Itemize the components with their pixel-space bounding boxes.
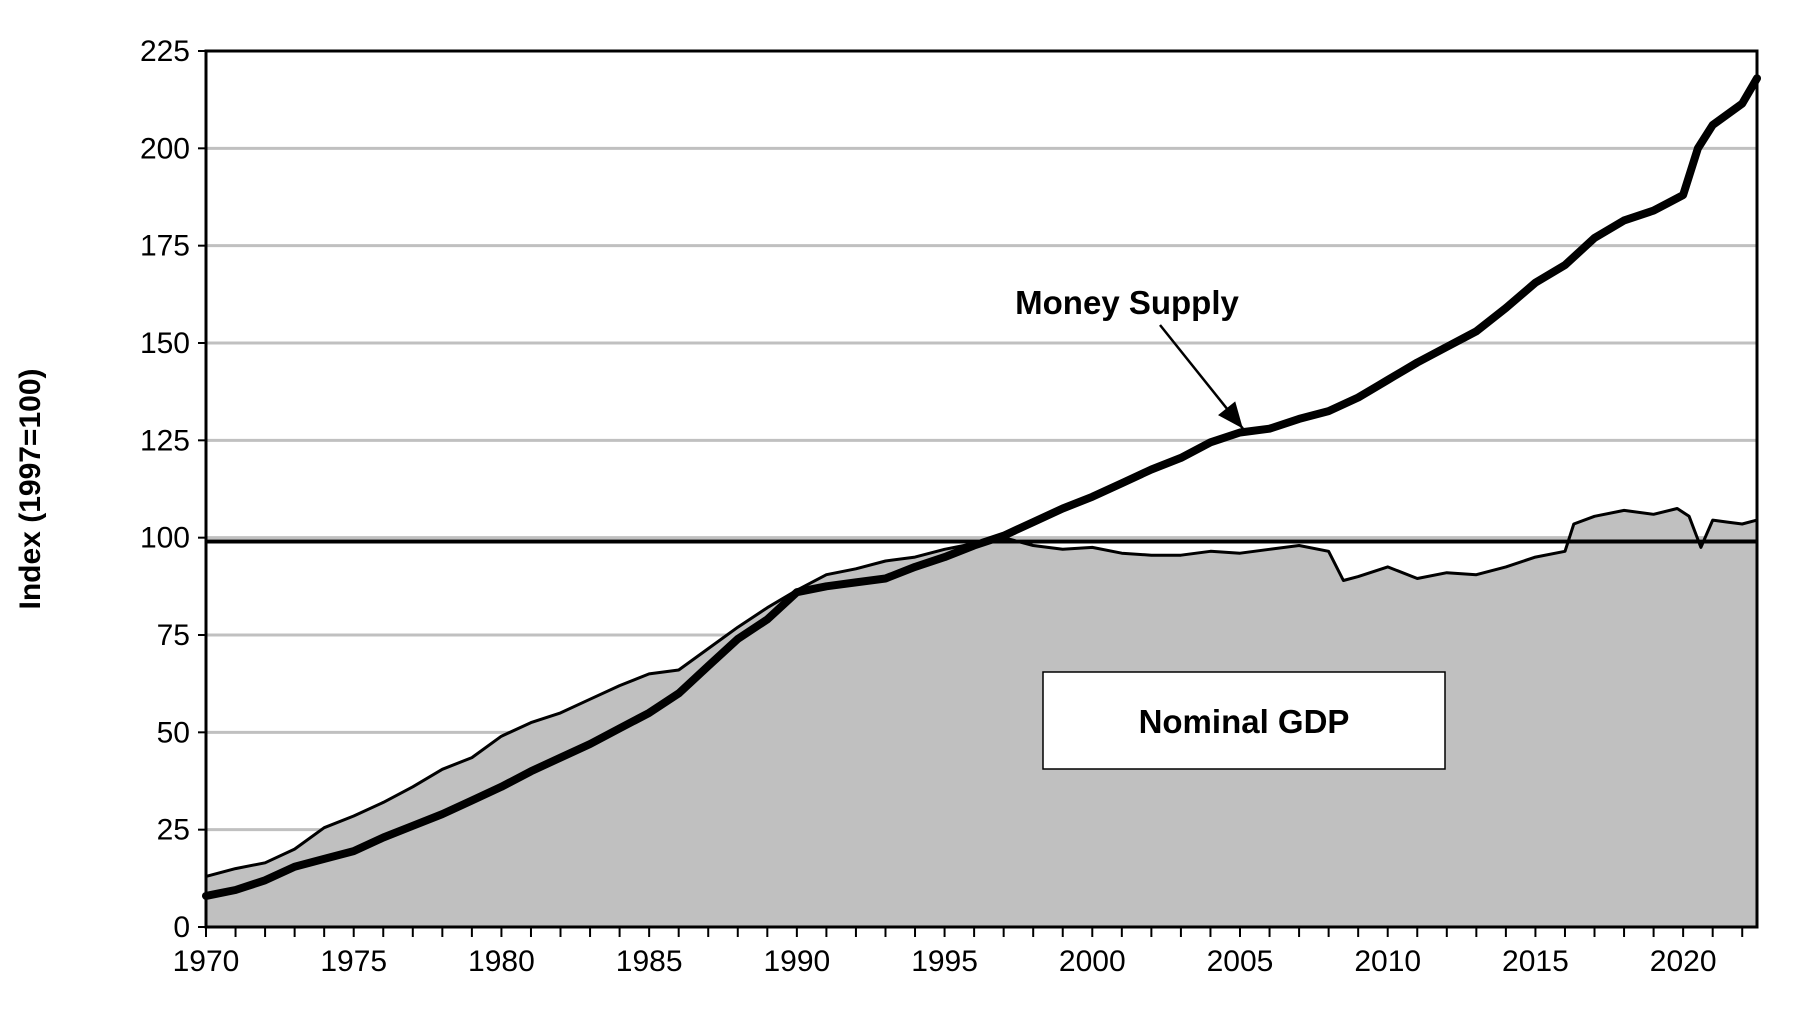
money-supply-arrowhead: [1218, 401, 1243, 429]
x-tick-label: 1995: [911, 945, 978, 978]
x-tick-label: 2015: [1502, 945, 1569, 978]
money-supply-label: Money Supply: [1015, 284, 1239, 321]
x-tick-label: 1990: [763, 945, 830, 978]
y-tick-label: 25: [157, 814, 190, 847]
y-axis: 0 25 50 75 100 125 150 175 200 225: [140, 35, 206, 944]
y-tick-label: 150: [140, 327, 190, 360]
nominal-gdp-area: [206, 508, 1757, 927]
y-tick-label: 75: [157, 619, 190, 652]
annotations: Money Supply Nominal GDP: [1015, 284, 1446, 770]
y-tick-label: 50: [157, 716, 190, 749]
x-tick-label: 1985: [616, 945, 683, 978]
nominal-gdp-label-box: [1042, 671, 1446, 770]
x-tick-label: 2000: [1059, 945, 1126, 978]
x-tick-label: 1975: [320, 945, 387, 978]
x-tick-label: 2005: [1207, 945, 1274, 978]
y-tick-label: 225: [140, 35, 190, 68]
y-tick-label: 125: [140, 424, 190, 457]
money-supply-line: [202, 74, 1761, 900]
plot-frame: [204, 49, 1759, 929]
x-axis: 1970 1975 1980 1985 1990 1995 2000 2005 2010 2015…: [173, 927, 1744, 978]
y-tick-label: 100: [140, 522, 190, 555]
plot-series: [202, 74, 1761, 927]
y-tick-label: 175: [140, 230, 190, 263]
x-tick-label: 1980: [468, 945, 535, 978]
nominal-gdp-outline: [205, 507, 1758, 878]
x-tick-label: 2020: [1650, 945, 1717, 978]
y-tick-label: 200: [140, 132, 190, 165]
x-tick-label: 1970: [173, 945, 240, 978]
y-tick-label: 0: [173, 911, 190, 944]
nominal-gdp-label: Nominal GDP: [1139, 703, 1350, 740]
y-axis-label: Index (1997=100): [14, 369, 47, 610]
x-tick-label: 2010: [1354, 945, 1421, 978]
